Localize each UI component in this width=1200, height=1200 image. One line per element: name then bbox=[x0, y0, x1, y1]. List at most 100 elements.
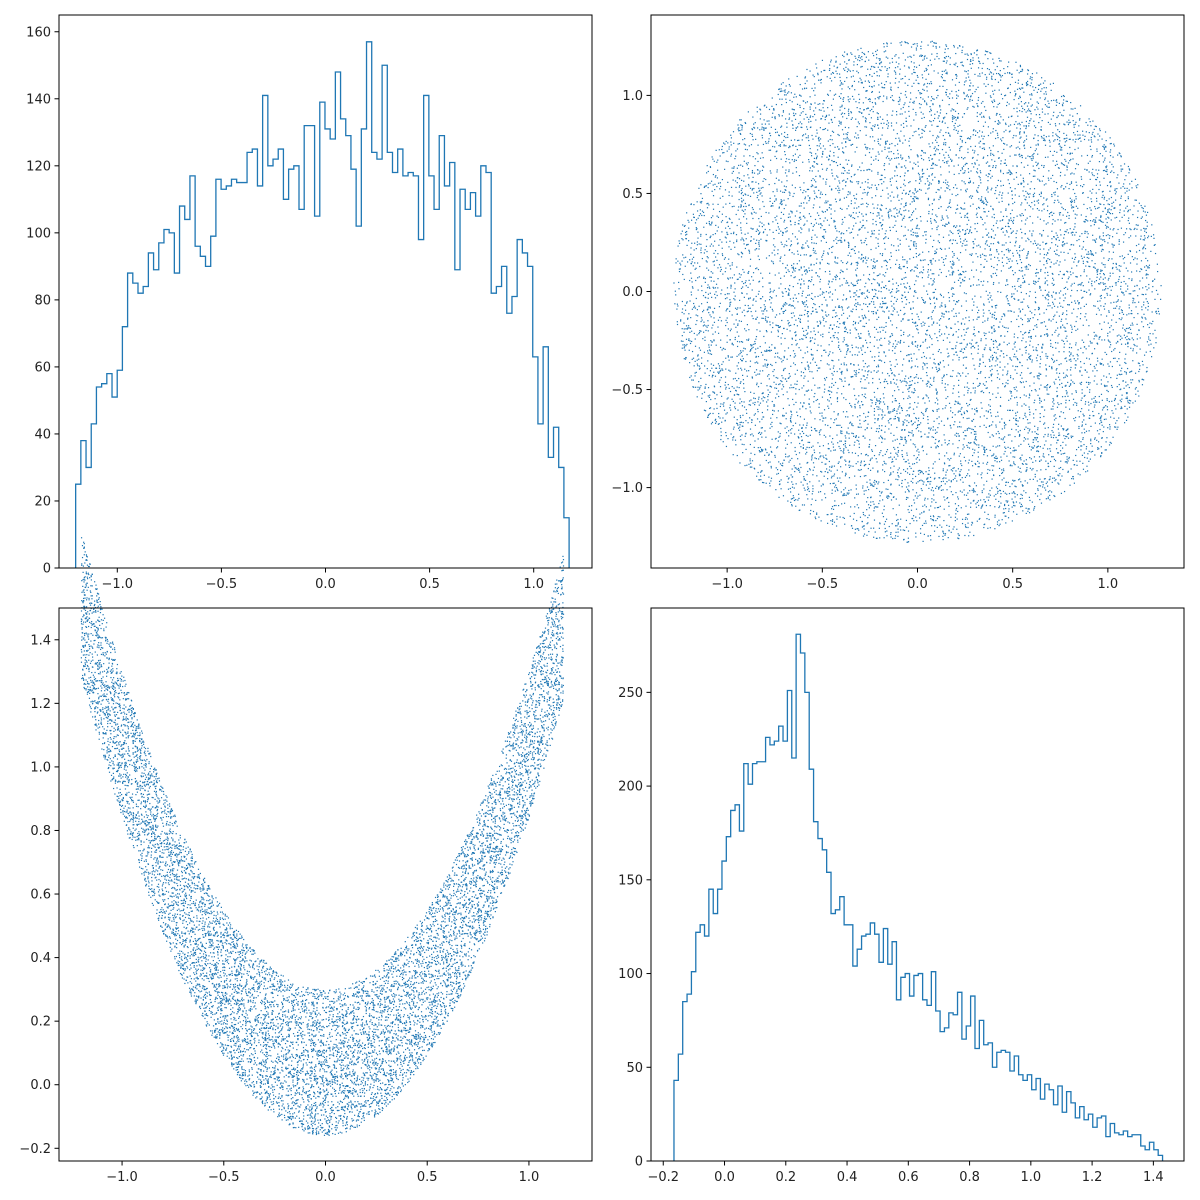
scatter-point bbox=[865, 75, 867, 77]
scatter-point bbox=[714, 240, 716, 242]
scatter-point bbox=[803, 478, 805, 480]
scatter-point bbox=[700, 285, 703, 287]
scatter-point bbox=[967, 446, 969, 448]
scatter-point bbox=[782, 213, 785, 215]
scatter-point bbox=[1023, 103, 1026, 105]
scatter-point bbox=[737, 323, 739, 325]
scatter-point bbox=[1017, 146, 1019, 148]
scatter-point bbox=[883, 311, 886, 313]
scatter-point bbox=[819, 103, 821, 105]
scatter-point bbox=[910, 480, 912, 482]
scatter-point bbox=[1079, 318, 1081, 320]
scatter-point bbox=[740, 439, 742, 441]
scatter-point bbox=[758, 258, 760, 261]
scatter-point bbox=[867, 455, 869, 457]
scatter-point bbox=[804, 367, 806, 369]
scatter-point bbox=[926, 382, 929, 385]
scatter-point bbox=[1160, 298, 1162, 300]
scatter-point bbox=[1070, 182, 1073, 184]
scatter-point bbox=[991, 354, 994, 356]
scatter-point bbox=[703, 324, 706, 326]
scatter-point bbox=[896, 114, 898, 116]
scatter-point bbox=[707, 202, 709, 204]
scatter-point bbox=[845, 364, 848, 366]
scatter-point bbox=[761, 222, 763, 224]
scatter-point bbox=[1021, 319, 1023, 321]
scatter-point bbox=[722, 361, 724, 363]
scatter-point bbox=[797, 437, 800, 439]
scatter-point bbox=[687, 317, 689, 319]
scatter-point bbox=[1038, 378, 1040, 380]
scatter-point bbox=[1027, 305, 1029, 307]
scatter-point bbox=[864, 286, 866, 288]
scatter-point bbox=[759, 118, 761, 120]
scatter-point bbox=[803, 189, 805, 192]
scatter-point bbox=[1039, 356, 1041, 358]
scatter-point bbox=[733, 298, 735, 300]
scatter-point bbox=[908, 359, 910, 362]
scatter-point bbox=[999, 489, 1001, 491]
scatter-point bbox=[982, 354, 984, 356]
scatter-point bbox=[1051, 456, 1053, 458]
scatter-point bbox=[683, 278, 685, 281]
scatter-point bbox=[783, 275, 785, 277]
scatter-point bbox=[788, 270, 790, 273]
scatter-point bbox=[957, 95, 959, 97]
scatter-point bbox=[949, 189, 951, 191]
scatter-point bbox=[740, 320, 742, 323]
scatter-point bbox=[744, 247, 747, 250]
scatter-point bbox=[1132, 302, 1134, 304]
scatter-point bbox=[970, 232, 973, 234]
scatter-point bbox=[906, 452, 908, 454]
scatter-point bbox=[991, 368, 993, 371]
scatter-point bbox=[913, 291, 916, 293]
scatter-point bbox=[997, 150, 999, 153]
scatter-point bbox=[744, 464, 746, 467]
scatter-point bbox=[1038, 484, 1040, 487]
scatter-point bbox=[703, 309, 705, 311]
scatter-point bbox=[872, 125, 874, 127]
scatter-point bbox=[729, 299, 731, 301]
scatter-point bbox=[1039, 97, 1041, 99]
scatter-point bbox=[760, 451, 762, 453]
scatter-point bbox=[1100, 419, 1102, 421]
scatter-point bbox=[908, 421, 910, 424]
scatter-point bbox=[836, 434, 838, 436]
scatter-point bbox=[935, 252, 937, 255]
scatter-point bbox=[1048, 318, 1050, 320]
scatter-point bbox=[822, 236, 824, 238]
scatter-point bbox=[841, 370, 843, 373]
scatter-point bbox=[822, 145, 825, 147]
scatter-point bbox=[833, 384, 835, 386]
scatter-point bbox=[811, 337, 814, 339]
scatter-point bbox=[983, 334, 986, 337]
scatter-point bbox=[794, 223, 796, 226]
scatter-point bbox=[961, 141, 963, 143]
scatter-point bbox=[1075, 342, 1077, 344]
scatter-point bbox=[1016, 88, 1019, 90]
scatter-point bbox=[852, 248, 854, 250]
scatter-point bbox=[913, 377, 915, 379]
scatter-point bbox=[731, 277, 734, 279]
scatter-point bbox=[1001, 315, 1003, 318]
scatter-point bbox=[748, 400, 751, 402]
scatter-point bbox=[1024, 346, 1026, 349]
scatter-point bbox=[1045, 364, 1047, 366]
scatter-point bbox=[740, 124, 742, 126]
scatter-point bbox=[905, 486, 908, 488]
scatter-point bbox=[964, 534, 966, 537]
scatter-point bbox=[923, 58, 926, 60]
scatter-point bbox=[856, 63, 858, 66]
scatter-point bbox=[984, 377, 986, 379]
scatter-point bbox=[1134, 400, 1136, 402]
scatter-point bbox=[729, 305, 731, 307]
scatter-point bbox=[781, 375, 783, 377]
scatter-point bbox=[868, 59, 870, 61]
scatter-point bbox=[993, 453, 995, 455]
scatter-point bbox=[985, 198, 987, 200]
scatter-point bbox=[781, 243, 783, 245]
scatter-point bbox=[884, 66, 886, 68]
scatter-point bbox=[874, 102, 876, 104]
scatter-point bbox=[992, 224, 995, 227]
scatter-point bbox=[1003, 422, 1006, 424]
